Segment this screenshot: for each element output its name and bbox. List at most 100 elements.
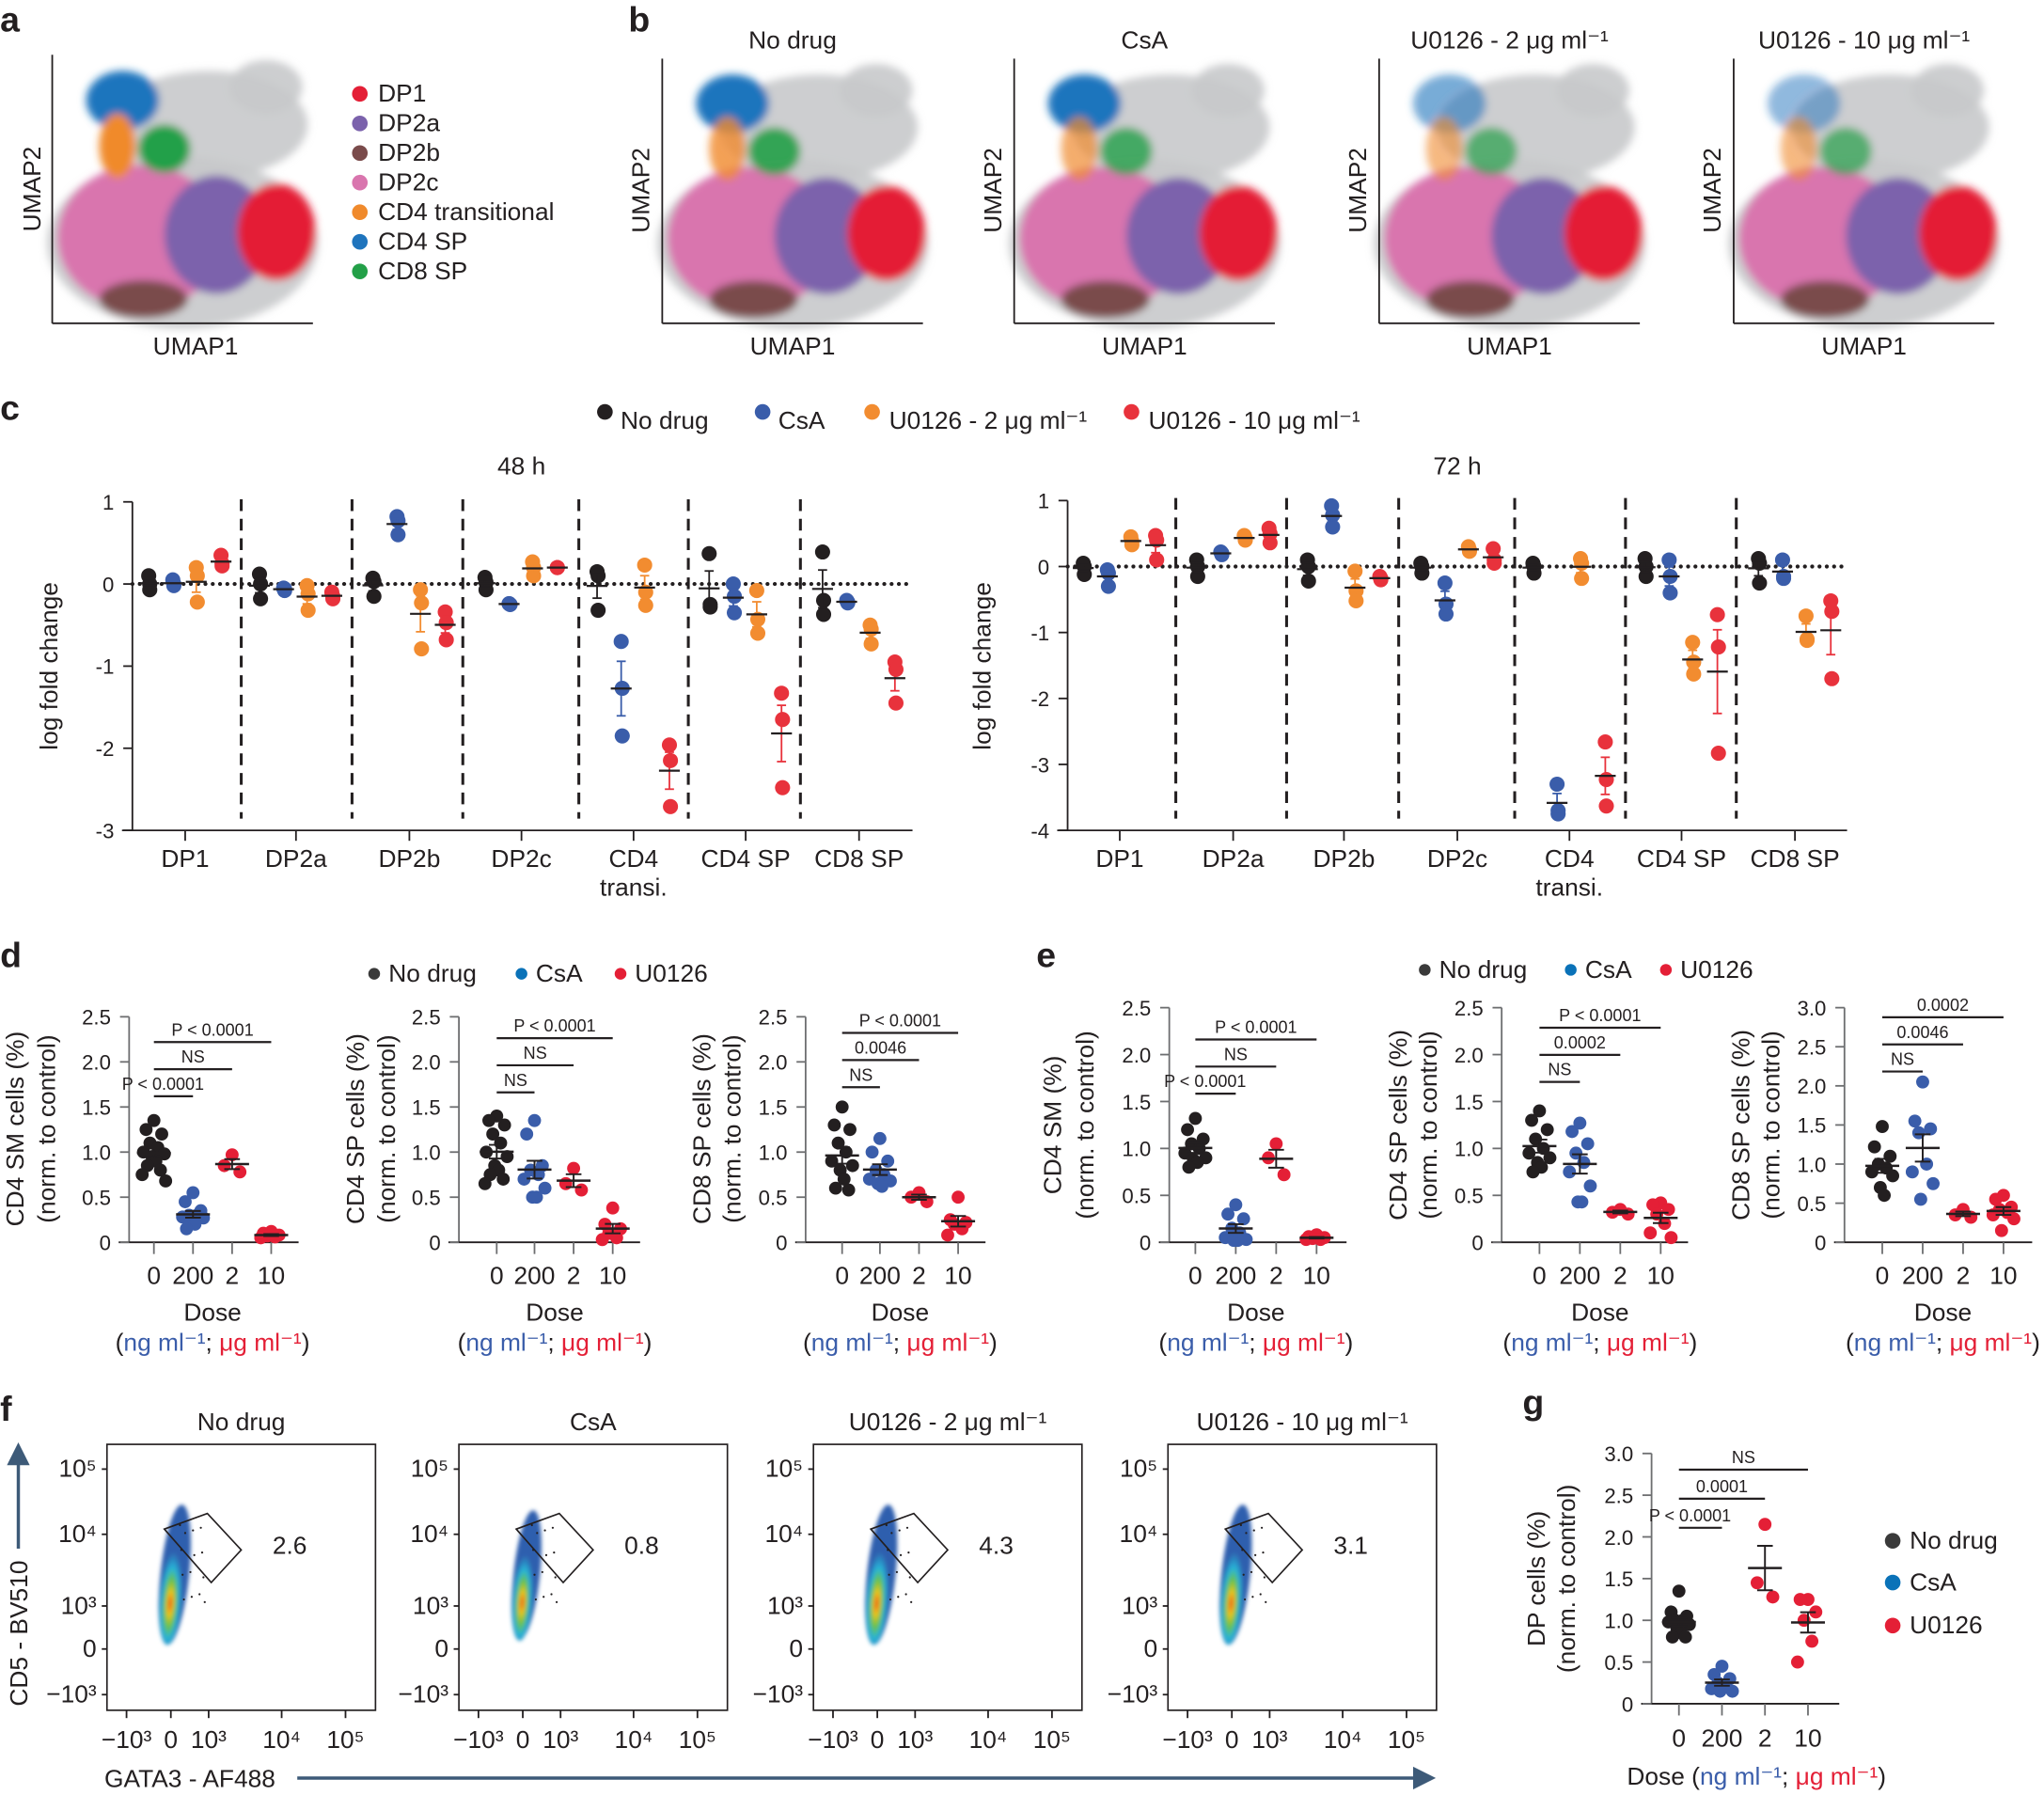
panel-label-b: b — [628, 0, 650, 39]
x-tick-label: 200 — [172, 1262, 213, 1290]
gate-polygon[interactable] — [869, 1512, 950, 1584]
data-point — [888, 661, 904, 677]
plot-frame — [105, 1443, 377, 1711]
legend-label: U0126 — [1910, 1611, 1983, 1639]
data-point — [865, 1145, 879, 1159]
data-point — [595, 1233, 609, 1247]
cell-density-cloud — [158, 1504, 191, 1645]
event-dot — [190, 1596, 194, 1598]
chart-title: 72 h — [1433, 452, 1481, 480]
legend-label: No drug — [1439, 955, 1528, 984]
significance-label: NS — [1732, 1448, 1755, 1467]
y-tick-label: 2.0 — [1454, 1044, 1484, 1067]
event-dot — [198, 1593, 201, 1596]
data-point — [233, 1165, 247, 1179]
data-point — [1752, 555, 1768, 572]
dose-unit-u0126: μg ml⁻¹ — [219, 1328, 302, 1356]
event-dot — [533, 1573, 536, 1576]
data-point — [1526, 565, 1542, 581]
event-dot — [1239, 1523, 1243, 1527]
gate-polygon[interactable] — [163, 1512, 243, 1584]
legend-swatch-icon — [1419, 964, 1431, 976]
data-point — [253, 576, 269, 592]
data-point — [217, 1158, 231, 1173]
umap2-label: UMAP2 — [18, 147, 46, 232]
y-tick-label: -3 — [96, 819, 115, 842]
data-point — [748, 583, 764, 599]
x-tick-label: 10 — [1794, 1724, 1821, 1753]
data-point — [614, 728, 630, 744]
gate-percentage: 4.3 — [979, 1532, 1014, 1560]
cluster-unassigned — [229, 59, 303, 115]
event-dot — [1265, 1600, 1267, 1603]
umap1-label: UMAP1 — [1102, 332, 1187, 360]
event-dot — [1243, 1598, 1247, 1601]
significance-label: 0.0046 — [1896, 1023, 1948, 1042]
significance-label: 0.0002 — [1554, 1033, 1606, 1052]
dose-unit-label: Dose (ng ml⁻¹; μg ml⁻¹) — [1627, 1762, 1886, 1790]
y-tick-label: 2.5 — [759, 1006, 788, 1030]
data-point — [774, 685, 790, 701]
data-point — [1750, 1576, 1764, 1590]
dose-scatter-chart-panel-d: 0 0.5 1.0 1.5 2.0 2.5 CD4 SP cells (%) (norm. t… — [341, 1006, 653, 1357]
y-tick-label: -1 — [96, 655, 115, 679]
legend-label: DP1 — [378, 79, 426, 107]
gate-polygon[interactable] — [1223, 1512, 1304, 1584]
cell-density-cloud — [1219, 1504, 1252, 1645]
dose-scatter-chart-panel-e: 0 0.5 1.0 1.5 2.0 2.5 CD4 SP cells (%) (norm. t… — [1384, 997, 1697, 1356]
x-tick-label: CD4 SP — [1637, 844, 1726, 873]
data-point — [1798, 608, 1814, 624]
significance-label: NS — [1548, 1061, 1571, 1079]
event-dot — [910, 1600, 913, 1603]
x-tick-label: DP1 — [1095, 844, 1143, 873]
flow-cytometry-plot: No drug 10⁵ 10⁴ 10³ 0 −10³−10³ 0 10³ 10⁴ 10⁵ 2.6 — [46, 1408, 377, 1754]
data-point — [1269, 1137, 1283, 1151]
data-point — [1661, 1203, 1675, 1217]
legend-swatch-icon — [515, 968, 527, 980]
data-point — [366, 574, 382, 590]
data-point — [814, 543, 830, 560]
event-dot — [199, 1526, 202, 1529]
dose-unit-sep: ; — [1782, 1762, 1796, 1790]
umap1-label: UMAP1 — [153, 332, 239, 360]
data-point — [1540, 1123, 1554, 1137]
data-point — [300, 602, 316, 619]
legend-swatch-icon — [614, 968, 627, 980]
y-tick-label: 1.5 — [412, 1096, 441, 1120]
data-point — [1824, 604, 1840, 620]
data-point — [1774, 552, 1790, 568]
event-dot — [888, 1598, 892, 1601]
x-tick-label: 10⁴ — [262, 1725, 301, 1754]
significance-label: NS — [849, 1065, 873, 1084]
y-tick-label: 2.0 — [1798, 1075, 1827, 1098]
y-axis-label: log fold change — [968, 582, 997, 750]
data-point — [663, 798, 679, 814]
data-point — [1905, 1165, 1919, 1179]
data-point — [390, 527, 406, 543]
y-axis-label: (norm. to control) — [1552, 1485, 1580, 1673]
x-tick-label: 2 — [1269, 1262, 1283, 1290]
data-point — [486, 1127, 500, 1141]
significance-label: NS — [1891, 1050, 1914, 1069]
dose-unit-close: ) — [2032, 1328, 2040, 1356]
x-tick-label: CD4 SP — [701, 844, 791, 873]
data-point — [1916, 1075, 1929, 1089]
dose-unit-close: ) — [989, 1328, 998, 1356]
gate-polygon[interactable] — [514, 1512, 595, 1584]
y-tick-label: 2.0 — [82, 1051, 111, 1075]
dose-unit-sep: ; — [1593, 1328, 1607, 1356]
data-point — [725, 576, 741, 592]
y-tick-label: -3 — [1030, 753, 1049, 777]
cluster-dp1 — [1918, 185, 1997, 281]
panel-label-d: d — [0, 936, 22, 975]
data-point — [827, 1118, 841, 1132]
legend-label: CsA — [536, 959, 583, 987]
y-tick-label: 1 — [102, 491, 114, 514]
cell-density-cloud — [511, 1510, 542, 1642]
event-dot — [553, 1551, 556, 1554]
dose-unit-csa: ng ml⁻¹ — [123, 1328, 205, 1356]
legend-label: DP2b — [378, 138, 440, 166]
event-dot — [193, 1553, 196, 1557]
data-point — [558, 1176, 573, 1190]
